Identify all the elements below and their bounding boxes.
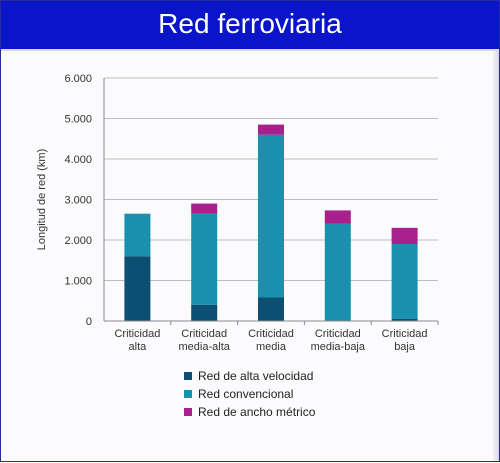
bar-segment [124,256,151,321]
page-title: Red ferroviaria [158,8,342,39]
legend-item: Red convencional [184,385,315,403]
x-tick-label: baja [394,341,416,353]
y-tick-label: 6.000 [64,73,92,85]
bar-segment [258,124,284,135]
y-tick-label: 5.000 [64,114,92,126]
x-tick-label: media [256,341,287,353]
legend-item: Red de alta velocidad [184,367,315,385]
y-axis-title: Longitud de red (km) [36,149,48,251]
bar-segment [391,244,418,319]
bars-layer [124,124,418,321]
bar-segment [324,223,351,321]
legend-item: Red de ancho métrico [184,403,315,421]
bar-segment [391,318,418,321]
legend-label: Red de ancho métrico [198,405,316,419]
bar-segment [191,304,218,321]
bar-segment [191,213,218,305]
bar-segment [124,213,151,257]
x-tick-label: Criticidad [248,328,294,340]
legend-label: Red convencional [198,387,294,401]
bar-segment [258,134,284,298]
axis-layer: 0 1.000 2.000 3.000 4.000 5.000 6.000 Longitud … [36,73,439,353]
y-tick-label: 2.000 [64,235,92,247]
legend-swatch [184,390,192,398]
chart-legend: Red de alta velocidad Red convencional Red… [184,367,315,421]
legend-swatch [184,408,192,416]
x-tick-label: media-baja [311,341,366,353]
bar-segment [258,297,284,321]
x-tick-label: Criticidad [382,328,428,340]
y-tick-label: 0 [86,316,92,328]
x-tick-label: Criticidad [315,328,361,340]
bar-segment [391,227,418,245]
y-tick-label: 3.000 [64,195,92,207]
bar-segment [324,210,351,224]
x-tick-label: media-alta [179,341,231,353]
x-tick-label: Criticidad [114,328,160,340]
x-tick-label: Criticidad [181,328,227,340]
bar-segment [191,203,218,214]
legend-swatch [184,372,192,380]
y-tick-label: 4.000 [64,154,92,166]
y-tick-label: 1.000 [64,276,92,288]
x-tick-label: alta [129,341,148,353]
legend-label: Red de alta velocidad [198,369,314,383]
title-bar: Red ferroviaria [1,1,499,51]
right-edge-shadow [493,51,499,461]
